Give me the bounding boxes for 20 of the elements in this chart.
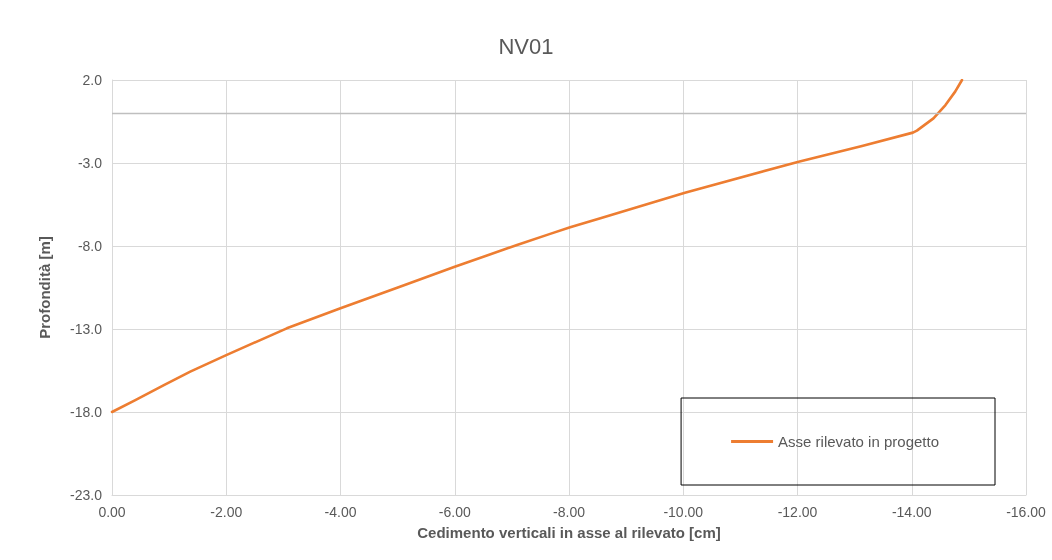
x-tick-label: 0.00 [98,504,126,520]
legend-label: Asse rilevato in progetto [778,433,939,450]
y-axis-title: Profondità [m] [36,236,53,339]
line-series [110,78,964,414]
y-tick-label: -13.0 [70,321,103,337]
y-tick-label: -18.0 [70,404,103,420]
x-tick-label: -6.00 [438,504,471,520]
x-tick-label: -2.00 [210,504,243,520]
y-tick-label: -3.0 [77,155,103,171]
x-tick-label: -14.00 [891,504,932,520]
y-tick-label: -8.0 [77,238,103,254]
chart-title: NV01 [498,33,554,59]
x-axis-title: Cedimento verticali in asse al rilevato [cm] [417,524,721,541]
x-tick-label: -8.00 [553,504,586,520]
x-tick-label: -16.00 [1006,504,1047,520]
x-tick-label: -10.00 [663,504,704,520]
x-tick-label: -4.00 [324,504,357,520]
x-tick-label: -12.00 [777,504,818,520]
y-tick-label: 2.0 [82,72,103,88]
y-tick-label: -23.0 [70,487,103,503]
